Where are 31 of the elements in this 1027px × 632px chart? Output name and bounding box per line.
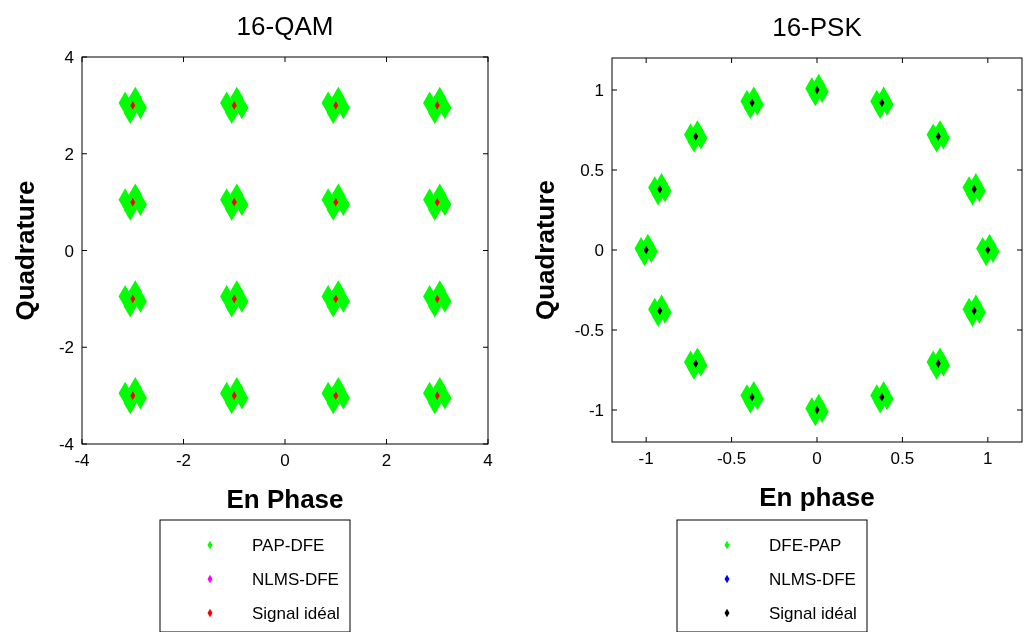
legend-label: NLMS-DFE bbox=[252, 570, 339, 589]
x-tick-label: 0 bbox=[280, 451, 290, 470]
x-tick-label: -2 bbox=[175, 451, 192, 470]
y-tick-label: -4 bbox=[58, 435, 74, 454]
legend-label: Signal idéal bbox=[769, 604, 857, 623]
legend-label: PAP-DFE bbox=[252, 536, 325, 555]
y-tick-label: 0 bbox=[594, 241, 604, 260]
y-tick-label: 4 bbox=[64, 48, 74, 67]
x-tick-label: -0.5 bbox=[716, 449, 747, 468]
x-axis-title: En Phase bbox=[226, 484, 344, 514]
y-tick-label: 0 bbox=[64, 241, 74, 261]
x-axis-title: En phase bbox=[759, 482, 875, 512]
y-axis-title: Quadrature bbox=[10, 180, 40, 321]
legend-label: NLMS-DFE bbox=[769, 570, 856, 589]
legend-label: DFE-PAP bbox=[769, 536, 842, 555]
y-tick-label: 0.5 bbox=[580, 161, 604, 180]
y-axis-title: Quadrature bbox=[530, 179, 560, 321]
x-tick-label: 1 bbox=[983, 449, 993, 468]
y-tick-label: 1 bbox=[594, 81, 604, 100]
x-tick-label: 4 bbox=[483, 451, 493, 470]
chart-title: 16-QAM bbox=[236, 11, 334, 41]
x-tick-label: 2 bbox=[381, 451, 392, 470]
y-tick-label: -0.5 bbox=[574, 321, 604, 340]
y-tick-label: 2 bbox=[64, 144, 74, 164]
x-tick-label: 0 bbox=[812, 449, 822, 468]
chart-title: 16-PSK bbox=[772, 12, 863, 42]
x-tick-label: 0.5 bbox=[890, 449, 915, 468]
legend-label: Signal idéal bbox=[252, 604, 340, 623]
x-tick-label: -1 bbox=[638, 449, 654, 468]
y-tick-label: -2 bbox=[58, 338, 74, 358]
y-tick-label: -1 bbox=[588, 401, 604, 420]
